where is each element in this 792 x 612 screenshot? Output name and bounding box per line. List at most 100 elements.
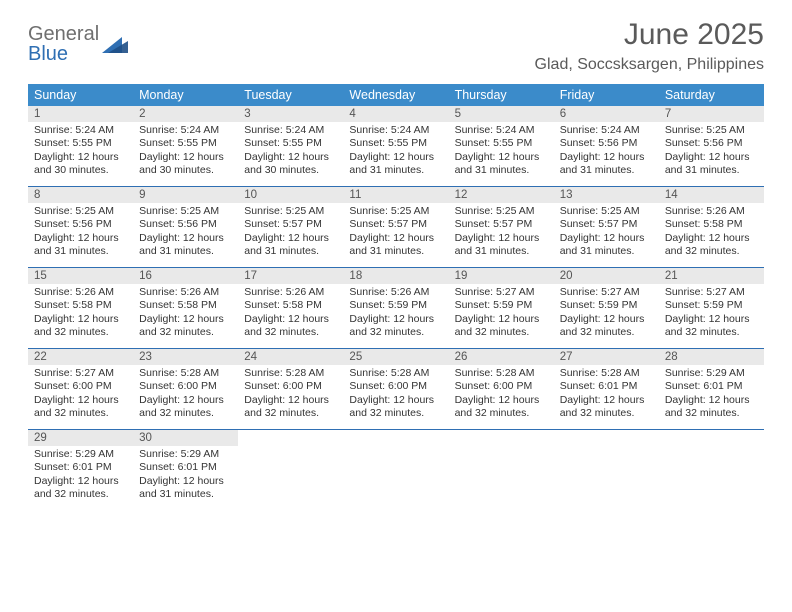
daylight-text: and 31 minutes. — [349, 245, 442, 258]
calendar-cell: 7Sunrise: 5:25 AMSunset: 5:56 PMDaylight… — [659, 106, 764, 186]
header: General Blue June 2025 Glad, Soccsksarge… — [28, 18, 764, 74]
day-number: 16 — [133, 268, 238, 284]
daylight-text: Daylight: 12 hours — [455, 394, 548, 407]
daylight-text: Daylight: 12 hours — [349, 394, 442, 407]
calendar-cell: 28Sunrise: 5:29 AMSunset: 6:01 PMDayligh… — [659, 349, 764, 429]
day-number: 17 — [238, 268, 343, 284]
daylight-text: and 30 minutes. — [34, 164, 127, 177]
sunset-text: Sunset: 6:00 PM — [139, 380, 232, 393]
day-details: Sunrise: 5:25 AMSunset: 5:56 PMDaylight:… — [28, 203, 133, 267]
day-number: 24 — [238, 349, 343, 365]
calendar-cell-blank — [659, 430, 764, 510]
daylight-text: Daylight: 12 hours — [34, 475, 127, 488]
day-number — [449, 430, 554, 446]
daylight-text: and 31 minutes. — [455, 164, 548, 177]
day-details: Sunrise: 5:26 AMSunset: 5:58 PMDaylight:… — [238, 284, 343, 348]
calendar-cell: 4Sunrise: 5:24 AMSunset: 5:55 PMDaylight… — [343, 106, 448, 186]
dow-sunday: Sunday — [28, 84, 133, 106]
daylight-text: and 32 minutes. — [139, 326, 232, 339]
daylight-text: and 32 minutes. — [455, 326, 548, 339]
calendar-cell-blank — [238, 430, 343, 510]
location: Glad, Soccsksargen, Philippines — [535, 56, 764, 74]
sunset-text: Sunset: 5:55 PM — [244, 137, 337, 150]
daylight-text: Daylight: 12 hours — [244, 394, 337, 407]
day-details: Sunrise: 5:24 AMSunset: 5:56 PMDaylight:… — [554, 122, 659, 186]
calendar-cell: 9Sunrise: 5:25 AMSunset: 5:56 PMDaylight… — [133, 187, 238, 267]
sunrise-text: Sunrise: 5:29 AM — [139, 448, 232, 461]
dow-friday: Friday — [554, 84, 659, 106]
daylight-text: Daylight: 12 hours — [244, 232, 337, 245]
daylight-text: and 31 minutes. — [560, 245, 653, 258]
day-details: Sunrise: 5:28 AMSunset: 6:00 PMDaylight:… — [449, 365, 554, 429]
daylight-text: and 32 minutes. — [244, 407, 337, 420]
daylight-text: and 31 minutes. — [34, 245, 127, 258]
sunset-text: Sunset: 6:01 PM — [560, 380, 653, 393]
sunset-text: Sunset: 6:00 PM — [34, 380, 127, 393]
day-number: 13 — [554, 187, 659, 203]
sunset-text: Sunset: 5:56 PM — [34, 218, 127, 231]
day-number: 10 — [238, 187, 343, 203]
day-number: 22 — [28, 349, 133, 365]
day-number: 14 — [659, 187, 764, 203]
sunrise-text: Sunrise: 5:28 AM — [560, 367, 653, 380]
calendar-cell: 27Sunrise: 5:28 AMSunset: 6:01 PMDayligh… — [554, 349, 659, 429]
daylight-text: Daylight: 12 hours — [34, 151, 127, 164]
day-details — [343, 446, 448, 510]
daylight-text: and 31 minutes. — [244, 245, 337, 258]
daylight-text: Daylight: 12 hours — [139, 313, 232, 326]
day-details: Sunrise: 5:24 AMSunset: 5:55 PMDaylight:… — [28, 122, 133, 186]
calendar-cell: 10Sunrise: 5:25 AMSunset: 5:57 PMDayligh… — [238, 187, 343, 267]
sunrise-text: Sunrise: 5:25 AM — [665, 124, 758, 137]
day-details: Sunrise: 5:25 AMSunset: 5:57 PMDaylight:… — [449, 203, 554, 267]
day-number — [238, 430, 343, 446]
calendar-cell: 12Sunrise: 5:25 AMSunset: 5:57 PMDayligh… — [449, 187, 554, 267]
sunset-text: Sunset: 5:59 PM — [560, 299, 653, 312]
daylight-text: Daylight: 12 hours — [560, 313, 653, 326]
calendar-cell-blank — [554, 430, 659, 510]
day-details: Sunrise: 5:26 AMSunset: 5:58 PMDaylight:… — [659, 203, 764, 267]
dow-saturday: Saturday — [659, 84, 764, 106]
sunset-text: Sunset: 6:01 PM — [139, 461, 232, 474]
day-details: Sunrise: 5:26 AMSunset: 5:59 PMDaylight:… — [343, 284, 448, 348]
calendar-cell: 24Sunrise: 5:28 AMSunset: 6:00 PMDayligh… — [238, 349, 343, 429]
sunset-text: Sunset: 5:58 PM — [139, 299, 232, 312]
title-block: June 2025 Glad, Soccsksargen, Philippine… — [535, 18, 764, 74]
sunset-text: Sunset: 5:58 PM — [244, 299, 337, 312]
dow-tuesday: Tuesday — [238, 84, 343, 106]
day-number: 18 — [343, 268, 448, 284]
calendar: Sunday Monday Tuesday Wednesday Thursday… — [28, 84, 764, 510]
sunrise-text: Sunrise: 5:25 AM — [349, 205, 442, 218]
daylight-text: and 32 minutes. — [455, 407, 548, 420]
calendar-cell: 6Sunrise: 5:24 AMSunset: 5:56 PMDaylight… — [554, 106, 659, 186]
calendar-cell-blank — [343, 430, 448, 510]
sunrise-text: Sunrise: 5:28 AM — [349, 367, 442, 380]
daylight-text: Daylight: 12 hours — [349, 151, 442, 164]
sunrise-text: Sunrise: 5:25 AM — [560, 205, 653, 218]
daylight-text: Daylight: 12 hours — [139, 394, 232, 407]
calendar-cell: 18Sunrise: 5:26 AMSunset: 5:59 PMDayligh… — [343, 268, 448, 348]
day-details: Sunrise: 5:29 AMSunset: 6:01 PMDaylight:… — [28, 446, 133, 510]
day-number: 30 — [133, 430, 238, 446]
daylight-text: and 32 minutes. — [560, 326, 653, 339]
calendar-cell: 17Sunrise: 5:26 AMSunset: 5:58 PMDayligh… — [238, 268, 343, 348]
daylight-text: Daylight: 12 hours — [560, 232, 653, 245]
day-number: 25 — [343, 349, 448, 365]
calendar-cell: 21Sunrise: 5:27 AMSunset: 5:59 PMDayligh… — [659, 268, 764, 348]
daylight-text: Daylight: 12 hours — [34, 394, 127, 407]
calendar-cell: 5Sunrise: 5:24 AMSunset: 5:55 PMDaylight… — [449, 106, 554, 186]
day-details: Sunrise: 5:29 AMSunset: 6:01 PMDaylight:… — [133, 446, 238, 510]
day-details: Sunrise: 5:27 AMSunset: 5:59 PMDaylight:… — [449, 284, 554, 348]
day-details: Sunrise: 5:27 AMSunset: 5:59 PMDaylight:… — [554, 284, 659, 348]
sunrise-text: Sunrise: 5:28 AM — [455, 367, 548, 380]
daylight-text: and 30 minutes. — [139, 164, 232, 177]
sunset-text: Sunset: 5:57 PM — [244, 218, 337, 231]
day-number: 20 — [554, 268, 659, 284]
calendar-cell: 29Sunrise: 5:29 AMSunset: 6:01 PMDayligh… — [28, 430, 133, 510]
day-details: Sunrise: 5:28 AMSunset: 6:00 PMDaylight:… — [133, 365, 238, 429]
daylight-text: Daylight: 12 hours — [665, 151, 758, 164]
sunrise-text: Sunrise: 5:28 AM — [139, 367, 232, 380]
daylight-text: and 32 minutes. — [665, 407, 758, 420]
day-details: Sunrise: 5:27 AMSunset: 5:59 PMDaylight:… — [659, 284, 764, 348]
sunrise-text: Sunrise: 5:27 AM — [560, 286, 653, 299]
sunrise-text: Sunrise: 5:25 AM — [455, 205, 548, 218]
